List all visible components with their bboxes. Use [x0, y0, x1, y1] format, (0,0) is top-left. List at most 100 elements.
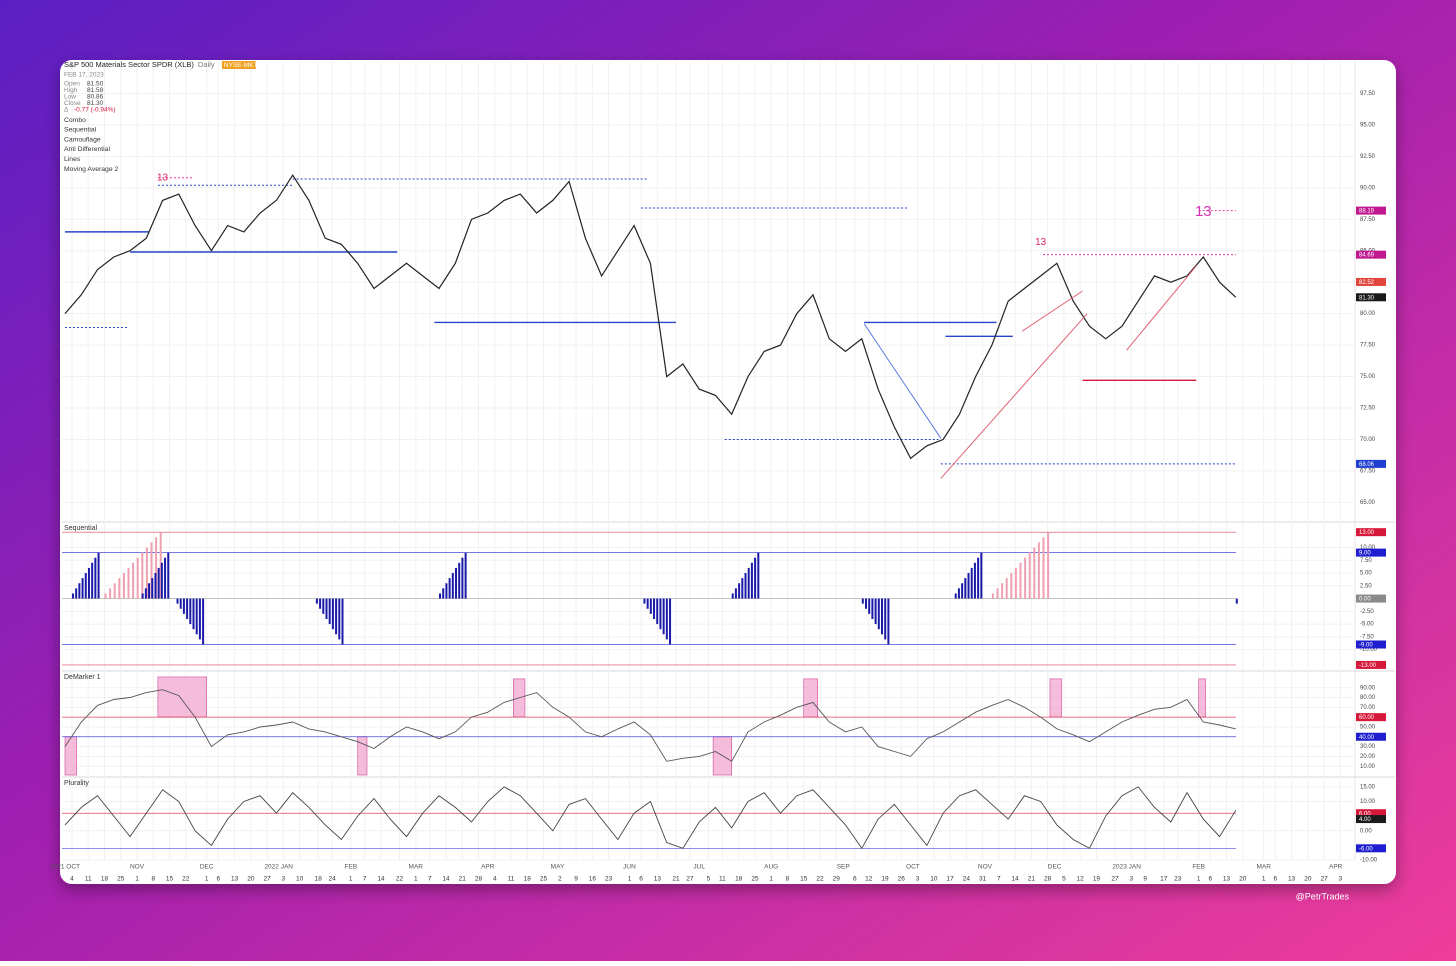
y-tick-label: 7.50	[1360, 558, 1372, 564]
axis-badge	[1356, 844, 1386, 853]
sequential-bar	[195, 598, 198, 635]
sequential-bar	[1037, 542, 1040, 599]
x-day-label: 10	[930, 876, 938, 883]
exchange: NYSE-MKT	[224, 62, 258, 69]
sequential-bar	[1014, 567, 1017, 599]
y-tick-label: 50.00	[1360, 725, 1376, 731]
panel-title: Plurality	[64, 780, 89, 787]
sequential-bar	[186, 598, 189, 619]
x-day-label: 25	[540, 876, 548, 883]
sequential-bar	[757, 552, 760, 599]
axis-badge-label: 9.00	[1359, 551, 1371, 557]
sequential-bar	[461, 557, 464, 599]
x-day-label: 11	[719, 876, 726, 883]
x-day-label: 4	[493, 876, 497, 883]
axis-badge-label: 4.00	[1359, 817, 1371, 823]
readout-label: Open	[64, 81, 80, 88]
x-day-label: 17	[1160, 876, 1168, 883]
x-day-label: 13	[654, 876, 662, 883]
y-tick-label: -5.00	[1360, 622, 1374, 628]
x-day-label: 28	[475, 876, 483, 883]
x-day-label: 19	[881, 876, 889, 883]
x-day-label: 1	[135, 876, 139, 883]
x-month-label: JUL	[693, 864, 705, 871]
x-day-label: 3	[916, 876, 920, 883]
x-day-label: 6	[853, 876, 857, 883]
sequential-bar	[182, 598, 185, 614]
axis-badge	[1356, 732, 1386, 741]
sequential-bar	[157, 567, 160, 599]
sequential-bar	[455, 567, 458, 599]
x-month-label: MAR	[1256, 864, 1271, 871]
sequential-bar	[731, 593, 734, 599]
count-annotation: 13	[1035, 237, 1047, 248]
x-month-label: AUG	[764, 864, 778, 871]
x-month-label: FEB	[1192, 864, 1205, 871]
readout-value: -0.77 (-0.94%)	[74, 107, 116, 114]
sequential-bar	[887, 598, 890, 645]
sequential-bar	[136, 557, 139, 599]
sequential-bar	[155, 537, 158, 599]
indicator-name[interactable]: Sequential	[64, 127, 97, 134]
sequential-bar	[148, 583, 151, 599]
x-day-label: 13	[1223, 876, 1231, 883]
axis-badge	[1356, 640, 1386, 649]
y-tick-label: 5.00	[1360, 571, 1372, 577]
sequential-bar	[192, 598, 195, 630]
y-tick-label: -7.50	[1360, 634, 1374, 640]
x-day-label: 12	[1077, 876, 1085, 883]
indicator-name[interactable]: Anti Differential	[64, 146, 110, 153]
y-tick-label: 65.00	[1360, 500, 1376, 506]
x-day-label: 11	[508, 876, 515, 883]
indicator-name[interactable]: Moving Average 2	[64, 166, 119, 173]
y-tick-label: 10.00	[1360, 545, 1376, 551]
y-tick-label: 30.00	[1360, 744, 1376, 750]
x-day-label: 14	[442, 876, 450, 883]
y-tick-label: 0.00	[1360, 828, 1372, 834]
y-tick-label: 92.50	[1360, 154, 1376, 160]
chart-card	[60, 60, 1396, 884]
x-day-label: 18	[735, 876, 743, 883]
x-day-label: 28	[1044, 876, 1052, 883]
sequential-bar	[871, 598, 874, 619]
readout-label: Close	[64, 100, 81, 107]
x-day-label: 14	[1012, 876, 1020, 883]
sequential-bar	[141, 593, 144, 599]
sequential-bar	[646, 598, 649, 609]
date: FEB 17, 2023	[64, 72, 104, 79]
axis-badge	[1356, 594, 1386, 603]
x-day-label: 6	[1208, 876, 1212, 883]
sequential-bar	[198, 598, 201, 640]
x-day-label: 15	[800, 876, 808, 883]
sequential-bar	[189, 598, 192, 625]
axis-badge	[1356, 206, 1386, 215]
sequential-bar	[328, 598, 331, 625]
x-day-label: 27	[1111, 876, 1119, 883]
sequential-bar	[442, 588, 445, 599]
sequential-bar	[643, 598, 646, 604]
y-tick-label: 67.50	[1360, 469, 1376, 475]
y-tick-label: 90.00	[1360, 685, 1376, 691]
readout-label: High	[64, 87, 78, 94]
indicator-name[interactable]: Camouflage	[64, 136, 101, 143]
y-tick-label: 75.00	[1360, 374, 1376, 380]
y-tick-label: 2.50	[1360, 583, 1372, 589]
y-tick-label: 90.00	[1360, 185, 1376, 191]
sequential-bar	[1235, 598, 1238, 604]
x-day-label: 7	[428, 876, 432, 883]
x-day-label: 6	[1273, 876, 1277, 883]
sequential-bar	[884, 598, 887, 640]
sequential-bar	[738, 583, 741, 599]
x-day-label: 1	[414, 876, 418, 883]
x-day-label: 13	[231, 876, 239, 883]
x-day-label: 19	[1093, 876, 1101, 883]
x-month-label: FEB	[344, 864, 357, 871]
y-tick-label: 95.00	[1360, 122, 1376, 128]
x-day-label: 25	[751, 876, 759, 883]
x-month-label: 2021 OCT	[50, 864, 80, 871]
axis-badge	[1356, 293, 1386, 302]
x-day-label: 3	[1339, 876, 1343, 883]
indicator-name[interactable]: Combo	[64, 117, 86, 124]
indicator-name[interactable]: Lines	[64, 156, 81, 163]
